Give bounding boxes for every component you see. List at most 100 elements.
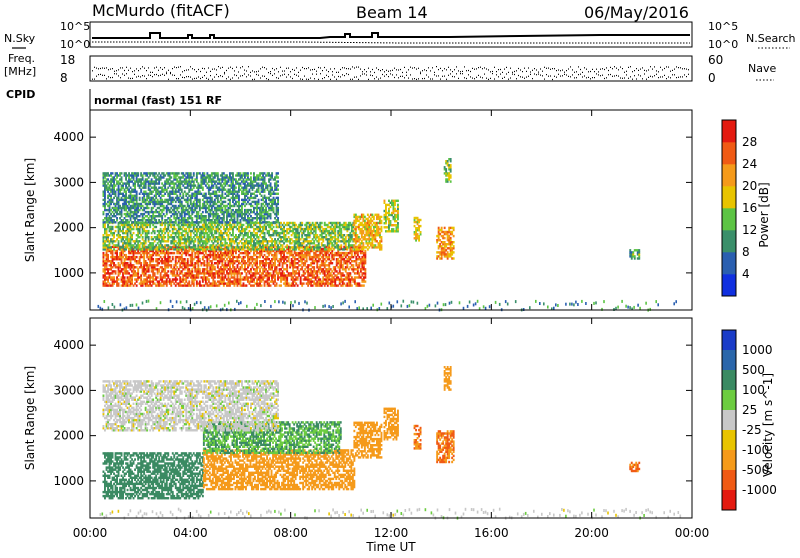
echo-cell	[363, 264, 365, 266]
nave-dot	[542, 75, 543, 76]
freq-dot	[240, 67, 241, 68]
freq-dot	[574, 72, 575, 73]
freq-dot	[220, 68, 221, 69]
echo-cell	[187, 258, 189, 260]
freq-dot	[654, 66, 655, 67]
echo-cell	[297, 228, 299, 230]
freq-dot	[554, 68, 555, 69]
nave-dot	[166, 73, 167, 74]
freq-dot	[160, 67, 161, 68]
echo-cell	[164, 236, 166, 238]
echo-cell	[265, 264, 267, 266]
echo-cell	[106, 228, 108, 230]
nave-dot	[98, 74, 99, 75]
nave-dot	[578, 74, 579, 75]
echo-cell	[221, 248, 223, 250]
freq-dot	[298, 72, 299, 73]
freq-dot	[440, 68, 441, 69]
nave-dot	[494, 78, 495, 79]
nave-dot	[344, 75, 345, 76]
echo-cell	[184, 234, 186, 236]
nave-dot	[326, 75, 327, 76]
nave-dot	[270, 73, 271, 74]
nave-dot	[342, 74, 343, 75]
nave-dot	[314, 78, 315, 79]
nave-dot	[236, 75, 237, 76]
echo-cell	[324, 244, 326, 246]
echo-cell	[261, 284, 263, 286]
nave-dot	[224, 73, 225, 74]
nave-dot	[432, 78, 433, 79]
echo-cell	[134, 187, 136, 189]
nave-dot	[440, 79, 441, 80]
freq-dot	[296, 67, 297, 68]
nave-dot	[460, 73, 461, 74]
echo-cell	[297, 284, 299, 286]
echo-cell	[197, 274, 199, 276]
echo-cell	[113, 219, 115, 221]
nave-dot	[446, 79, 447, 80]
freq-dot	[678, 67, 679, 68]
echo-cell	[128, 172, 130, 174]
nave-dot	[348, 74, 349, 75]
nave-dot	[516, 78, 517, 79]
freq-dot	[358, 67, 359, 68]
freq-dot	[140, 68, 141, 69]
freq-dot	[398, 69, 399, 70]
nave-dot	[94, 79, 95, 80]
echo-cell	[169, 230, 171, 232]
freq-dot	[558, 69, 559, 70]
nave-dot	[454, 76, 455, 77]
nave-dot	[394, 77, 395, 78]
nave-dot	[570, 76, 571, 77]
freq-dot	[496, 71, 497, 72]
nave-dot	[552, 79, 553, 80]
nave-dot	[636, 78, 637, 79]
echo-cell	[142, 221, 144, 223]
freq-dot	[366, 71, 367, 72]
nave-dot	[468, 74, 469, 75]
nave-dot	[330, 79, 331, 80]
freq-dot	[248, 66, 249, 67]
echo-cell	[139, 244, 141, 246]
echo-region	[103, 222, 355, 251]
nave-dot	[576, 77, 577, 78]
echo-cell	[280, 284, 282, 286]
freq-dot	[136, 68, 137, 69]
nave-dot	[160, 75, 161, 76]
echo-cell	[364, 252, 366, 254]
nave-dot	[518, 75, 519, 76]
freq-dot	[300, 70, 301, 71]
freq-dot	[292, 69, 293, 70]
echo-cell	[121, 209, 123, 211]
echo-cell	[128, 272, 130, 274]
nave-dot	[190, 77, 191, 78]
nave-dot	[580, 74, 581, 75]
freq-dot	[474, 69, 475, 70]
echo-cell	[112, 228, 114, 230]
nave-dot	[114, 73, 115, 74]
nave-dot	[142, 75, 143, 76]
echo-cell	[142, 174, 144, 176]
nave-dot	[410, 74, 411, 75]
echo-cell	[276, 282, 278, 284]
freq-dot	[354, 67, 355, 68]
freq-dot	[454, 69, 455, 70]
nave-dot	[496, 74, 497, 75]
freq-dot	[586, 69, 587, 70]
freq-dot	[344, 67, 345, 68]
nave-dot	[594, 77, 595, 78]
echo-cell	[145, 191, 147, 193]
nave-dot	[560, 76, 561, 77]
freq-dot	[526, 71, 527, 72]
freq-dot	[312, 69, 313, 70]
echo-cell	[104, 197, 106, 199]
freq-dot	[202, 68, 203, 69]
nave-dot	[280, 75, 281, 76]
echo-cell	[364, 268, 366, 270]
freq-dot	[254, 71, 255, 72]
freq-dot	[490, 71, 491, 72]
echo-cell	[139, 193, 141, 195]
nave-dot	[362, 74, 363, 75]
nave-label: Nave	[748, 62, 776, 75]
